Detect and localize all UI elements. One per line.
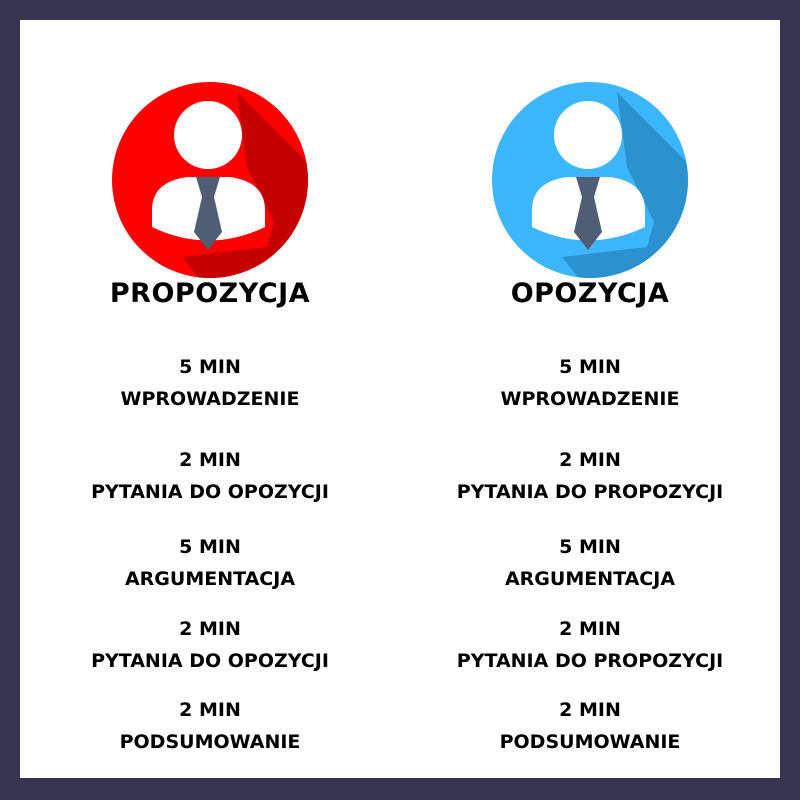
segment-label: PYTANIA DO OPOZYCJI [91,481,329,503]
schedule-item: 2 MIN PYTANIA DO OPOZYCJI [20,444,400,508]
segment-label: PYTANIA DO OPOZYCJI [91,650,329,672]
duration-text: 2 MIN [179,618,241,640]
duration-text: 2 MIN [559,699,621,721]
schedule-item: 2 MIN PYTANIA DO OPOZYCJI [20,613,400,677]
schedule-item: 5 MIN WPROWADZENIE [20,351,400,415]
team-column-opozycja: OPOZYCJA 5 MIN WPROWADZENIE 2 MIN PYTANI… [400,20,780,778]
content-panel: PROPOZYCJA 5 MIN WPROWADZENIE 2 MIN PYTA… [20,20,780,778]
segment-label: WPROWADZENIE [500,388,680,410]
schedule-item: 2 MIN PODSUMOWANIE [20,694,400,758]
duration-text: 5 MIN [559,536,621,558]
duration-text: 5 MIN [179,356,241,378]
schedule-item: 5 MIN ARGUMENTACJA [400,531,780,595]
segment-label: ARGUMENTACJA [504,568,676,590]
segment-label: PYTANIA DO PROPOZYCJI [456,650,724,672]
person-with-tie-icon [112,82,308,278]
segment-label: ARGUMENTACJA [124,568,296,590]
duration-text: 2 MIN [179,699,241,721]
team-title: PROPOZYCJA [109,278,311,309]
duration-text: 2 MIN [179,449,241,471]
duration-text: 5 MIN [559,356,621,378]
schedule-item: 2 MIN PODSUMOWANIE [400,694,780,758]
schedule-item: 2 MIN PYTANIA DO PROPOZYCJI [400,613,780,677]
duration-text: 2 MIN [559,618,621,640]
duration-text: 2 MIN [559,449,621,471]
segment-label: PYTANIA DO PROPOZYCJI [456,481,724,503]
person-with-tie-icon [492,82,688,278]
team-title: OPOZYCJA [510,278,670,309]
team-column-propozycja: PROPOZYCJA 5 MIN WPROWADZENIE 2 MIN PYTA… [20,20,400,778]
segment-label: PODSUMOWANIE [119,731,301,753]
schedule-item: 2 MIN PYTANIA DO PROPOZYCJI [400,444,780,508]
schedule-item: 5 MIN WPROWADZENIE [400,351,780,415]
segment-label: PODSUMOWANIE [499,731,681,753]
schedule-item: 5 MIN ARGUMENTACJA [20,531,400,595]
segment-label: WPROWADZENIE [120,388,300,410]
duration-text: 5 MIN [179,536,241,558]
